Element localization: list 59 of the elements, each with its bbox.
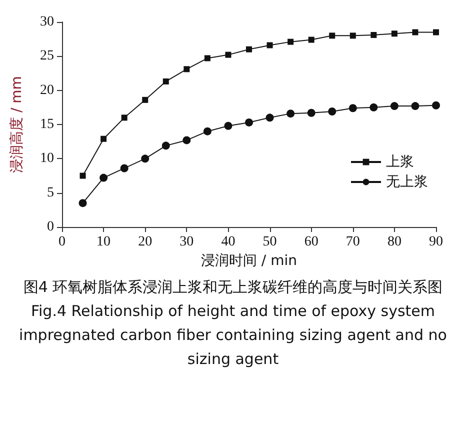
x-tick-label: 30 <box>180 234 194 250</box>
x-tick-label: 20 <box>138 234 152 250</box>
point <box>370 103 378 112</box>
point <box>432 101 440 110</box>
point <box>348 104 357 112</box>
y-tick-label: 10 <box>40 151 54 166</box>
caption: 图4 环氧树脂体系浸润上浆和无上浆碳纤维的高度与时间关系图 <box>22 277 444 298</box>
x-tick-label: 0 <box>58 234 66 250</box>
x-tick-label: 80 <box>387 234 402 250</box>
point <box>100 174 108 182</box>
legend-label: 上浆 <box>386 154 414 170</box>
y-tick-label: 30 <box>40 14 54 30</box>
point <box>184 66 190 72</box>
point <box>204 55 210 62</box>
point <box>329 32 336 39</box>
point <box>80 172 86 179</box>
y-tick-label: 0 <box>47 220 54 234</box>
x-tick-label: 40 <box>221 234 236 250</box>
point <box>162 78 169 84</box>
point <box>182 136 191 144</box>
point <box>141 154 150 163</box>
x-tick-label: 50 <box>262 234 277 250</box>
point <box>286 110 295 118</box>
point <box>245 118 253 126</box>
point <box>412 29 418 36</box>
point <box>120 164 128 172</box>
y-tick-label: 25 <box>40 48 54 64</box>
y-tick-label: 15 <box>40 117 54 132</box>
legend-label: 无上浆 <box>386 174 428 190</box>
point <box>100 136 107 142</box>
point <box>390 102 398 110</box>
x-tick-label: 70 <box>346 234 360 250</box>
y-axis-title: 浸润高度 / mm <box>9 76 25 173</box>
point <box>266 114 274 122</box>
point <box>121 114 128 121</box>
point <box>203 127 212 136</box>
point <box>328 108 336 116</box>
caption: Fig.4 Relationship of height and time of epoxy system impregnated carbon fiber containing sizing agent and no sizing agent <box>18 301 448 370</box>
point <box>350 32 356 39</box>
point <box>307 108 316 117</box>
x-tick-label: 10 <box>96 234 111 250</box>
point <box>224 122 232 130</box>
x-tick-label: 90 <box>429 234 443 250</box>
point <box>370 32 377 38</box>
y-tick-label: 20 <box>40 82 54 98</box>
point <box>162 142 170 150</box>
point <box>433 29 439 36</box>
point <box>411 102 420 110</box>
point <box>308 36 314 43</box>
x-tick-label: 60 <box>304 234 318 250</box>
point <box>225 52 232 58</box>
point <box>246 46 252 52</box>
x-axis-title: 浸润时间 / min <box>200 252 298 269</box>
y-tick-label: 5 <box>47 185 54 200</box>
point <box>391 30 398 37</box>
point <box>266 42 273 48</box>
point <box>288 38 294 45</box>
point <box>78 199 87 208</box>
point <box>142 96 148 103</box>
